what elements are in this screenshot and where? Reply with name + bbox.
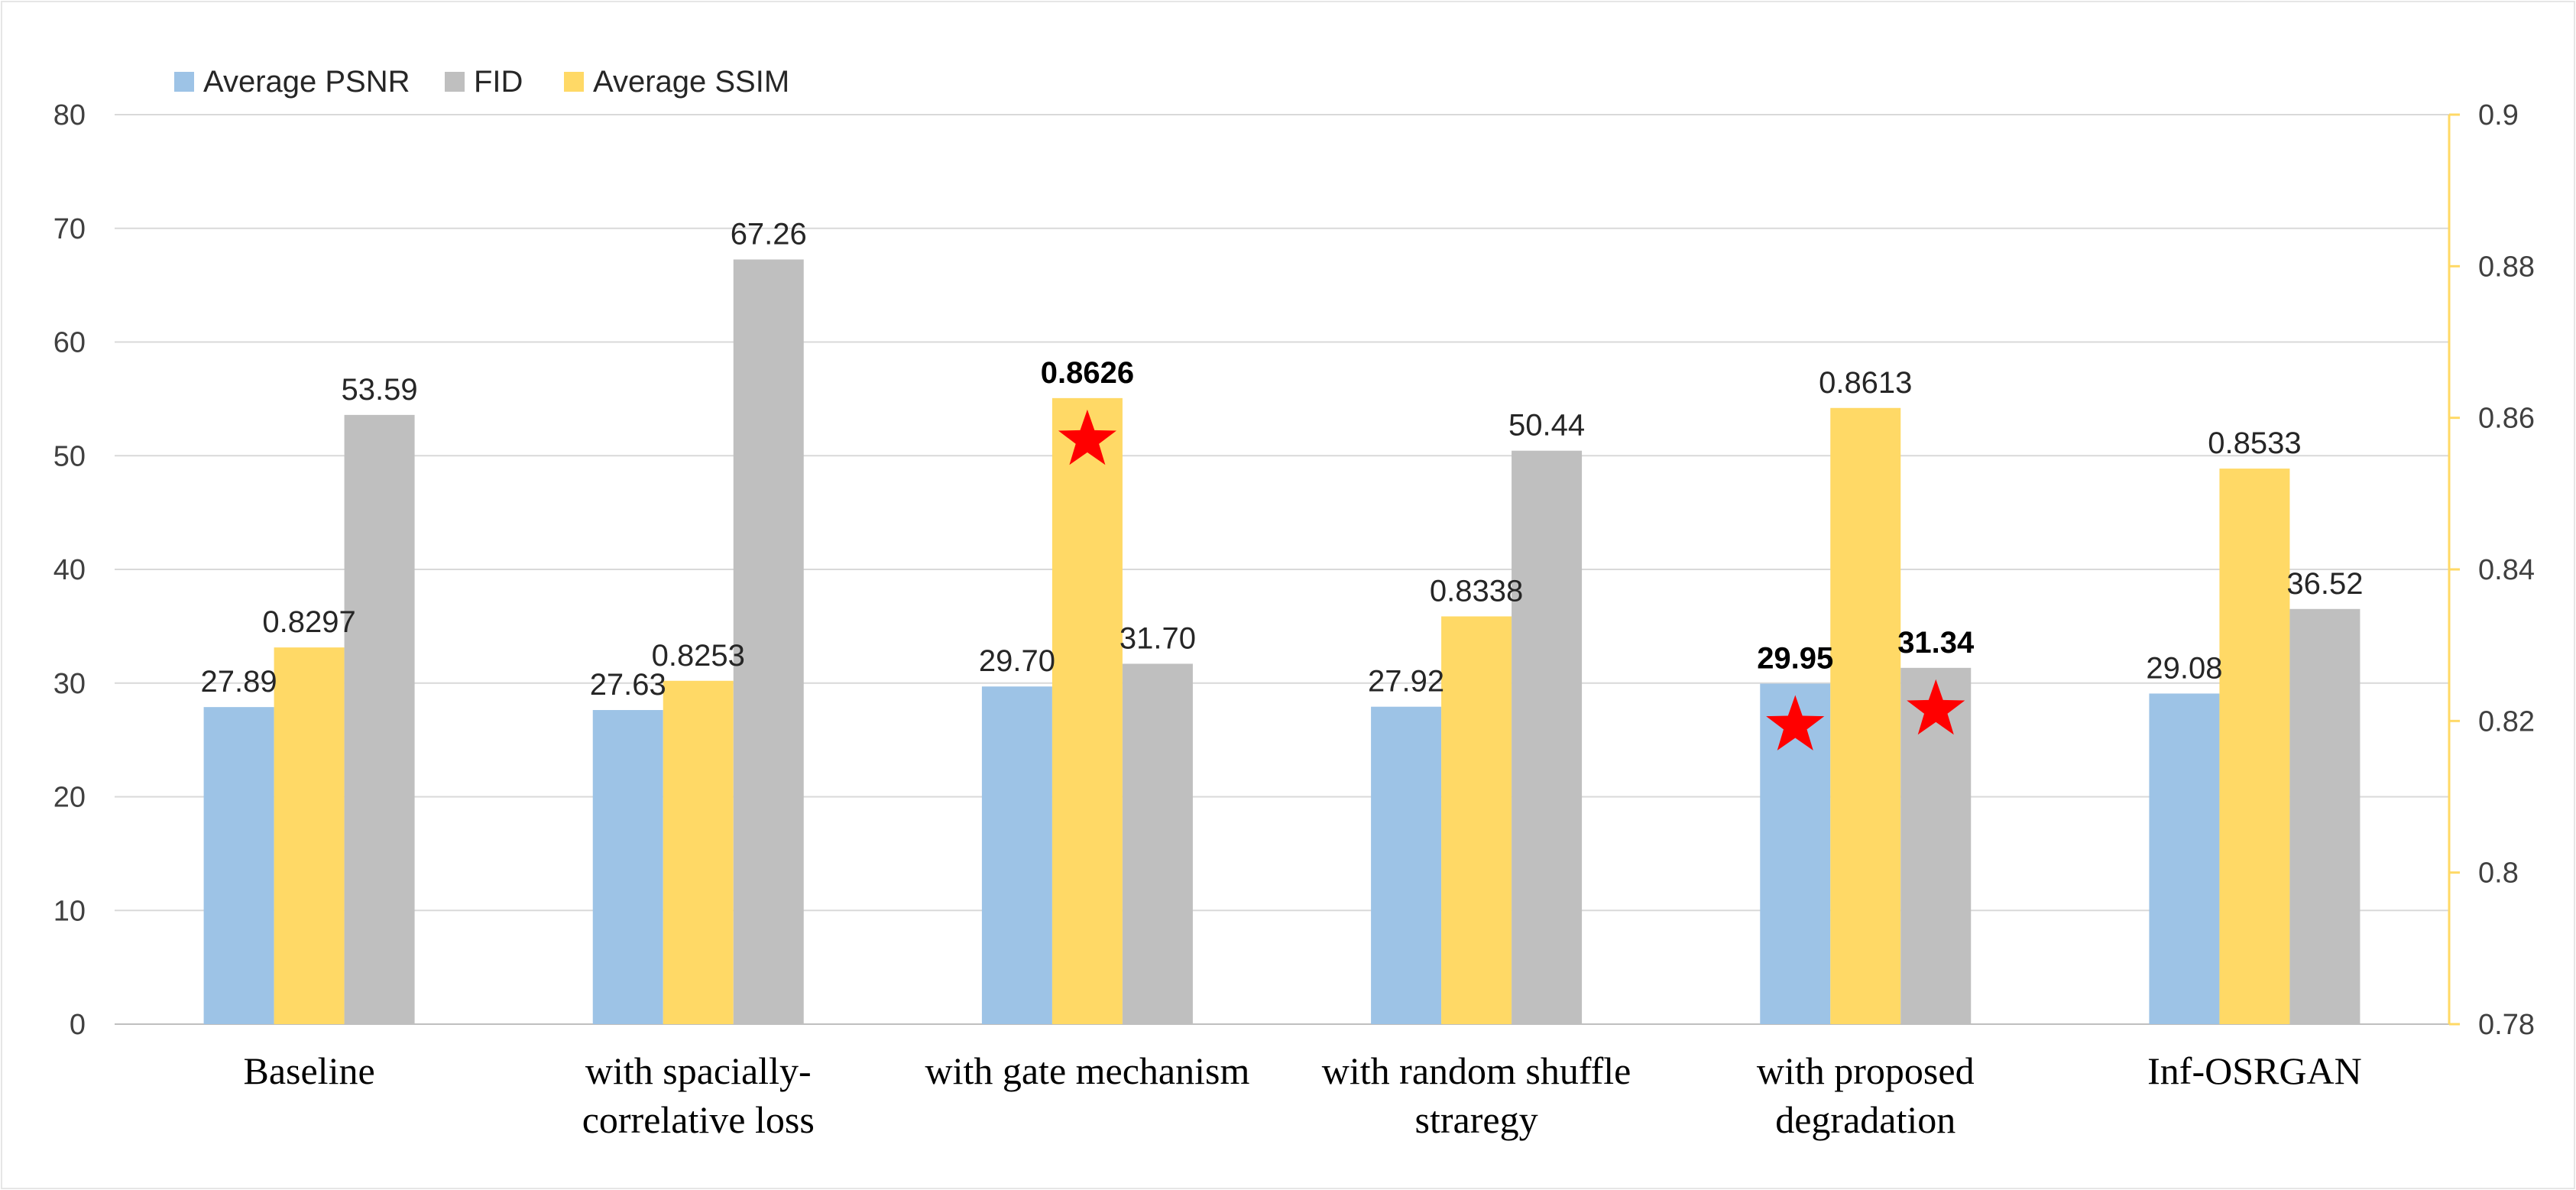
data-label: 31.34: [1897, 626, 1975, 660]
data-label: 0.8297: [262, 605, 355, 639]
category-label: Baseline: [243, 1049, 374, 1092]
left-axis-tick-label: 80: [53, 99, 86, 131]
legend-swatch: [445, 72, 465, 92]
legend-label: Average PSNR: [203, 65, 410, 99]
data-label: 27.63: [590, 668, 666, 702]
left-axis-tick-label: 0: [70, 1009, 86, 1041]
left-axis-tick-label: 40: [53, 554, 86, 586]
left-axis: 0 10 20 30 40 50 60 70 80: [53, 99, 86, 1041]
category-label-line: with random shuffle: [1322, 1049, 1631, 1092]
category-label-line: Baseline: [243, 1049, 374, 1092]
bar-average-ssim: [1441, 616, 1512, 1024]
right-axis-tick-label: 0.84: [2478, 554, 2535, 586]
legend-label: FID: [474, 65, 523, 99]
category-label: with proposed degradation: [1757, 1049, 1975, 1141]
category-label: with spacially-correlative loss: [582, 1049, 815, 1141]
category-label-line: Inf-OSRGAN: [2147, 1049, 2362, 1092]
left-axis-tick-label: 20: [53, 782, 86, 814]
star-icon: [1766, 695, 1825, 751]
legend-swatch: [174, 72, 194, 92]
left-axis-tick-label: 60: [53, 327, 86, 359]
data-label: 53.59: [342, 373, 418, 407]
category-labels: Baseline with spacially-correlative lossw…: [243, 1049, 2361, 1141]
data-label: 27.89: [201, 665, 277, 699]
data-label: 0.8253: [652, 639, 745, 673]
data-label: 29.70: [979, 644, 1055, 678]
bar-average-psnr: [592, 710, 663, 1024]
data-label: 67.26: [731, 218, 807, 251]
right-axis-tick-label: 0.82: [2478, 705, 2535, 738]
right-axis-tick-label: 0.9: [2478, 99, 2519, 131]
data-label: 0.8613: [1819, 366, 1912, 400]
bar-average-psnr: [203, 707, 274, 1024]
left-axis-tick-label: 10: [53, 895, 86, 927]
bar-fid: [344, 414, 415, 1024]
star-icon: [1058, 409, 1116, 465]
data-labels: 27.89 0.8297 53.59 27.630.8253 67.26 29.70 0.8…: [201, 218, 2364, 702]
data-label: 27.92: [1368, 665, 1444, 699]
data-label: 0.8626: [1041, 356, 1134, 390]
data-label: 31.70: [1120, 621, 1196, 655]
star-icon: [1907, 679, 1965, 735]
left-axis-tick-label: 30: [53, 668, 86, 700]
category-label: Inf-OSRGAN: [2147, 1049, 2362, 1092]
left-axis-tick-label: 50: [53, 440, 86, 472]
bar-average-psnr: [981, 686, 1052, 1024]
bar-average-ssim: [1051, 397, 1123, 1024]
legend-swatch: [564, 72, 584, 92]
data-label: 0.8338: [1430, 574, 1523, 608]
data-label: 29.08: [2146, 651, 2222, 685]
bar-fid: [733, 259, 804, 1024]
category-label-line: with proposed: [1757, 1049, 1975, 1092]
gridlines: [115, 114, 2449, 1025]
bar-average-psnr: [2149, 693, 2220, 1024]
category-label-line: with gate mechanism: [925, 1049, 1249, 1092]
bar-fid: [1512, 450, 1583, 1024]
category-label: with gate mechanism: [925, 1049, 1249, 1092]
right-axis-tick-label: 0.8: [2478, 858, 2519, 890]
bar-fid: [1900, 667, 1972, 1024]
right-axis-tick-label: 0.78: [2478, 1009, 2535, 1041]
bar-average-psnr: [1371, 706, 1442, 1024]
data-label: 0.8533: [2208, 426, 2301, 460]
category-label-line: straregy: [1415, 1098, 1538, 1141]
bar-fid: [2289, 608, 2361, 1024]
category-label: with random shuffle straregy: [1322, 1049, 1631, 1141]
category-label-line: correlative loss: [582, 1098, 815, 1141]
category-label-line: with spacially-: [585, 1049, 812, 1092]
bars: [203, 259, 2361, 1024]
data-label: 50.44: [1508, 409, 1585, 443]
bar-average-ssim: [663, 680, 734, 1024]
legend-label: Average SSIM: [593, 65, 789, 99]
right-axis-tick-label: 0.88: [2478, 251, 2535, 283]
data-label: 36.52: [2286, 567, 2363, 601]
bar-average-psnr: [1760, 683, 1831, 1024]
right-axis: 0.78 0.8 0.82 0.84 0.86 0.88 0.9: [2448, 99, 2535, 1041]
left-axis-tick-label: 70: [53, 213, 86, 245]
right-axis-tick-label: 0.86: [2478, 403, 2535, 435]
category-label-line: degradation: [1775, 1098, 1955, 1141]
legend: Average PSNR FID Average SSIM: [174, 65, 789, 99]
bar-average-ssim: [274, 647, 345, 1024]
bar-average-ssim: [1830, 407, 1901, 1024]
bar-average-ssim: [2219, 469, 2290, 1024]
data-label: 29.95: [1757, 641, 1833, 675]
bar-fid: [1122, 663, 1193, 1024]
stars: [1058, 409, 1965, 751]
